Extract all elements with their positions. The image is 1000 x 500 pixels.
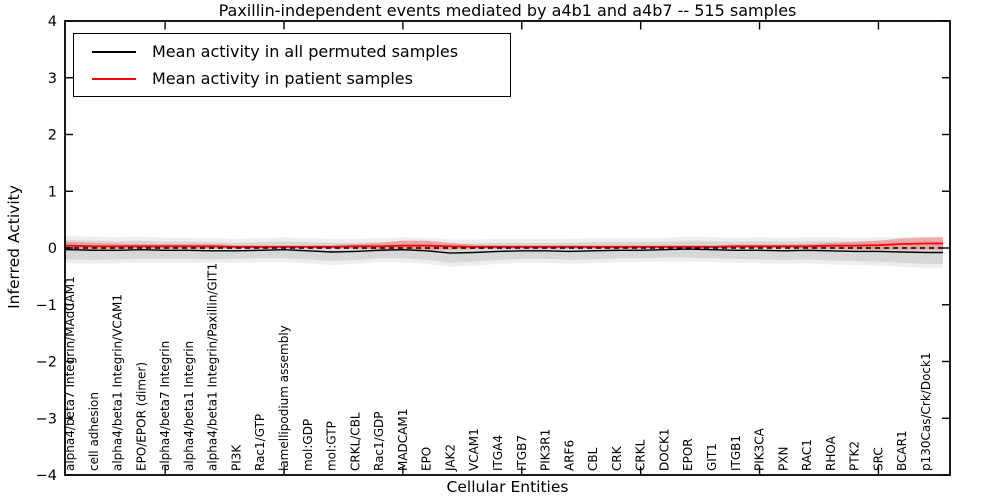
y-tick-label: 0	[48, 241, 57, 257]
x-tick-label: CBL	[586, 447, 600, 471]
x-tick-label: JAK2	[443, 444, 457, 472]
x-tick-label: ITGB7	[515, 435, 529, 471]
x-tick-label: PIK3R1	[539, 429, 553, 471]
x-axis-label: Cellular Entities	[446, 478, 569, 496]
series-line-permuted-samples	[65, 248, 943, 254]
x-tick-label: alpha4/beta7 Integrin/MAdCAM1	[63, 276, 77, 471]
legend: Mean activity in all permuted samples Me…	[73, 33, 511, 97]
x-tick-label: ITGB1	[729, 435, 743, 471]
x-tick-label: BCAR1	[895, 430, 909, 471]
x-tick-label: CRK	[610, 445, 624, 471]
x-tick-label: SRC	[871, 447, 885, 471]
x-tick-label: mol:GTP	[325, 421, 339, 471]
y-tick-label: −4	[36, 468, 57, 484]
x-tick-label: RAC1	[800, 439, 814, 471]
x-tick-label: MADCAM1	[396, 409, 410, 471]
x-tick-label: VCAM1	[467, 428, 481, 471]
y-tick-label: 3	[48, 71, 57, 87]
chart-title: Paxillin-independent events mediated by …	[218, 1, 797, 20]
x-tick-label: PTK2	[848, 441, 862, 471]
x-tick-label: EPO/EPOR (dimer)	[134, 362, 148, 471]
y-tick-label: −1	[36, 298, 57, 314]
x-tick-label: Rac1/GTP	[253, 414, 267, 471]
x-tick-label: p130Cas/Crk/Dock1	[919, 352, 933, 471]
x-tick-label: GIT1	[705, 443, 719, 471]
y-tick-label: 1	[48, 184, 57, 200]
x-tick-label: ITGA4	[491, 435, 505, 471]
x-tick-label: lamellipodium assembly	[277, 325, 291, 471]
x-tick-label: RHOA	[824, 435, 838, 471]
legend-item-permuted-samples: Mean activity in all permuted samples	[74, 42, 510, 61]
x-tick-label: alpha4/beta1 Integrin/Paxillin/GIT1	[206, 263, 220, 471]
y-tick-label: 2	[48, 128, 57, 144]
x-tick-label: EPO	[420, 447, 434, 471]
x-tick-label: EPOR	[681, 438, 695, 471]
x-tick-label: Rac1/GDP	[372, 412, 386, 471]
legend-item-patient-samples: Mean activity in patient samples	[74, 69, 510, 88]
x-tick-label: PIK3CA	[753, 427, 767, 471]
x-tick-label: PXN	[776, 447, 790, 471]
y-tick-label: −3	[36, 411, 57, 427]
y-tick-label: −2	[36, 355, 57, 371]
x-tick-label: alpha4/beta1 Integrin	[182, 341, 196, 471]
x-tick-label: mol:GDP	[301, 419, 315, 471]
x-tick-label: PI3K	[229, 444, 243, 471]
x-tick-label: DOCK1	[657, 428, 671, 471]
legend-line-permuted-samples	[92, 50, 136, 53]
x-tick-label: CRKL/CBL	[348, 412, 362, 471]
legend-line-patient-samples	[92, 77, 136, 80]
y-tick-label: 4	[48, 14, 57, 30]
x-tick-label: alpha4/beta1 Integrin/VCAM1	[111, 294, 125, 471]
series-line-patient-samples	[65, 242, 943, 248]
x-tick-label: CRKL	[634, 439, 648, 471]
x-tick-label: cell adhesion	[87, 392, 101, 471]
legend-label-permuted-samples: Mean activity in all permuted samples	[152, 42, 459, 61]
legend-label-patient-samples: Mean activity in patient samples	[152, 69, 413, 88]
x-tick-label: alpha4/beta7 Integrin	[158, 341, 172, 471]
x-tick-label: ARF6	[562, 440, 576, 471]
